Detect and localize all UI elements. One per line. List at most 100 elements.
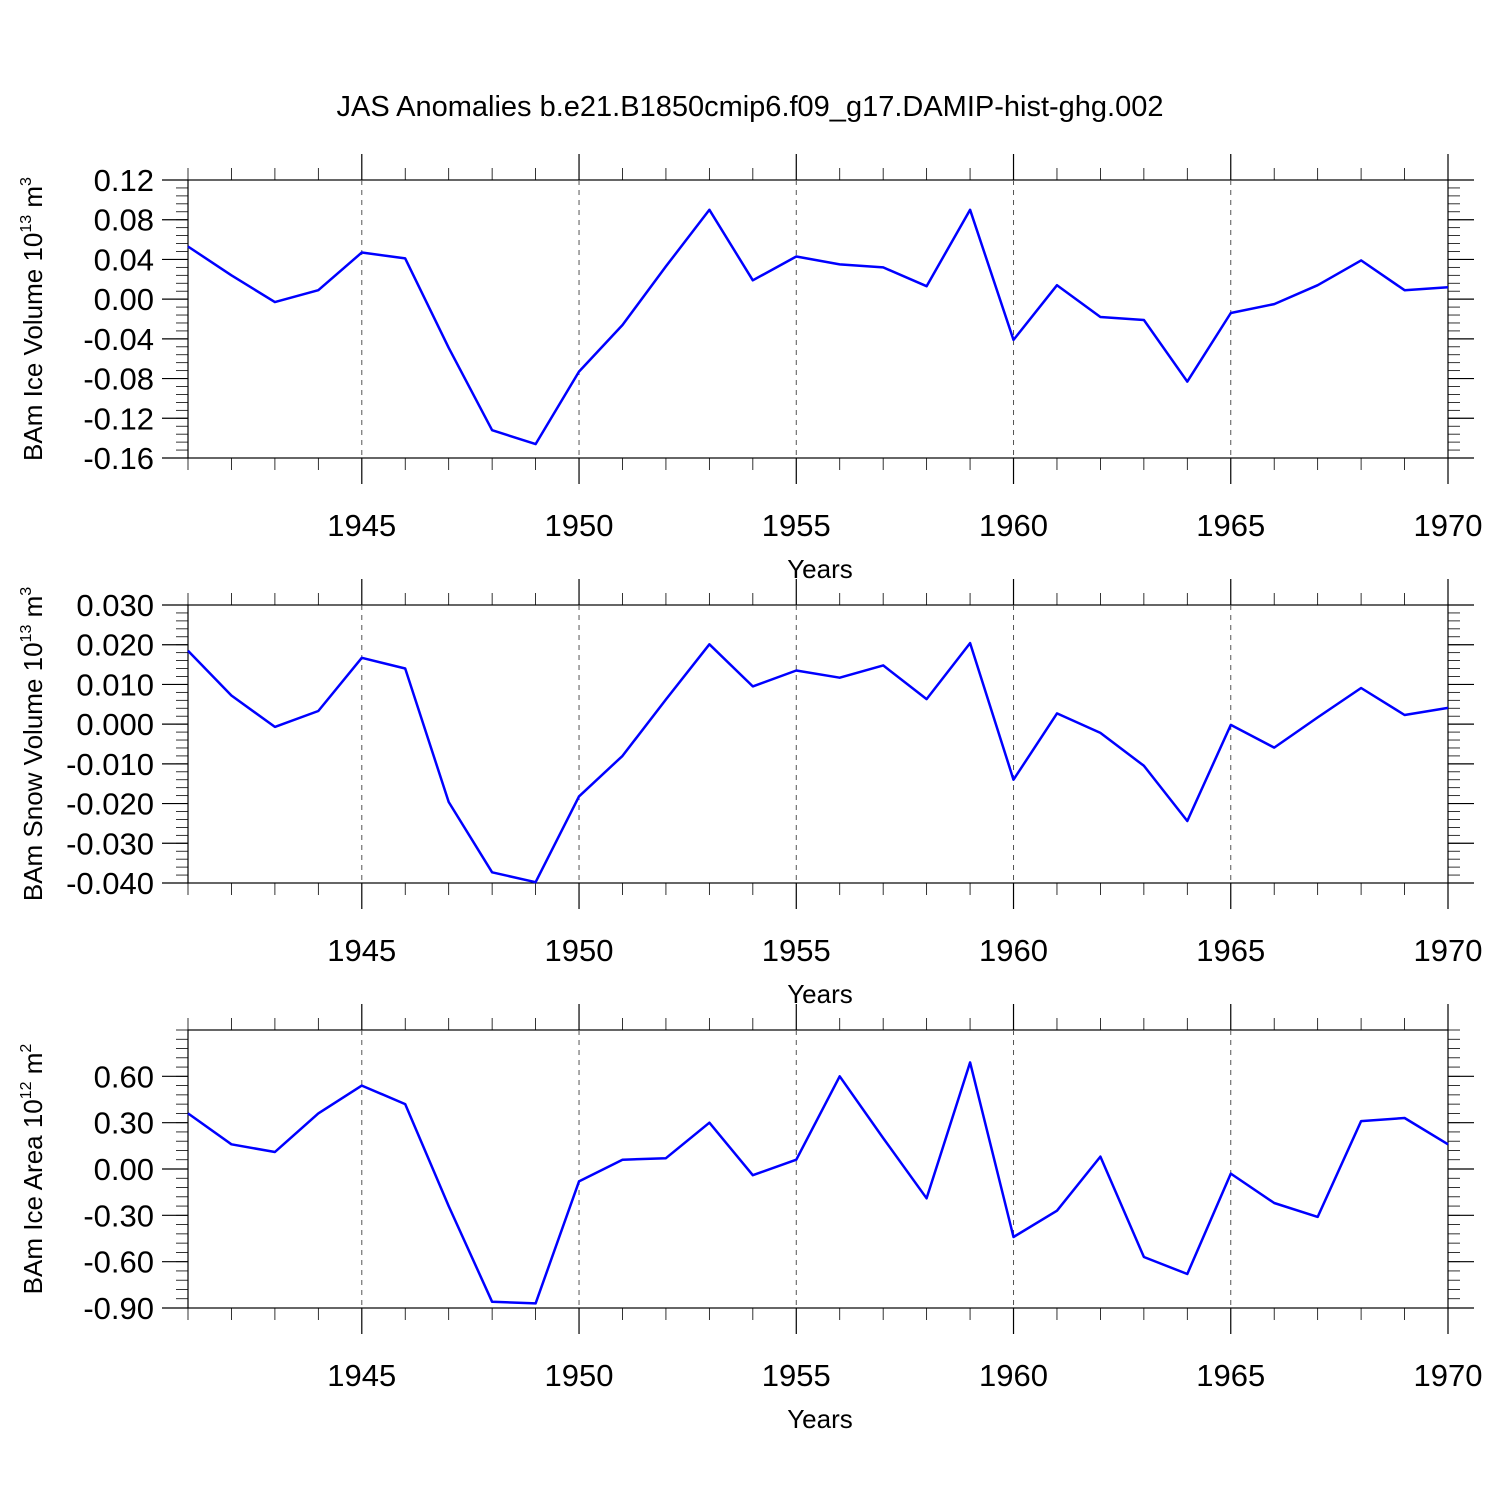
chart-title: JAS Anomalies b.e21.B1850cmip6.f09_g17.D… bbox=[337, 91, 1164, 123]
data-point-1946 bbox=[403, 1102, 407, 1106]
data-point-1952 bbox=[664, 264, 668, 268]
data-point-1954 bbox=[751, 684, 755, 688]
x-tick-label: 1970 bbox=[1414, 1358, 1483, 1393]
y-tick-label: 0.000 bbox=[76, 707, 154, 742]
y-tick-label: 0.08 bbox=[94, 203, 154, 238]
data-point-1954 bbox=[751, 278, 755, 282]
data-point-1968 bbox=[1359, 1119, 1363, 1123]
data-point-1958 bbox=[925, 1196, 929, 1200]
data-point-1942 bbox=[229, 273, 233, 277]
data-point-1951 bbox=[620, 1158, 624, 1162]
data-point-1946 bbox=[403, 667, 407, 671]
data-point-1942 bbox=[229, 694, 233, 698]
data-point-1950 bbox=[577, 370, 581, 374]
data-point-1945 bbox=[360, 1084, 364, 1088]
data-point-1966 bbox=[1272, 302, 1276, 306]
data-point-1944 bbox=[316, 1111, 320, 1115]
data-point-1948 bbox=[490, 428, 494, 432]
data-point-1964 bbox=[1185, 1272, 1189, 1276]
data-point-1949 bbox=[534, 880, 538, 884]
data-point-1943 bbox=[273, 1150, 277, 1154]
series-line bbox=[187, 1061, 1449, 1305]
y-tick-label: -0.040 bbox=[66, 866, 154, 901]
panel-3: -0.90 -0.60 -0.30 0.00 0.30 0.60 1945 1950 1955 1… bbox=[18, 1004, 1482, 1434]
data-point-1969 bbox=[1403, 288, 1407, 292]
data-point-1960 bbox=[1012, 338, 1016, 342]
data-point-1949 bbox=[534, 1301, 538, 1305]
y-tick-label: -0.60 bbox=[83, 1245, 154, 1280]
data-point-1942 bbox=[229, 1142, 233, 1146]
data-point-1951 bbox=[620, 323, 624, 327]
x-tick-label: 1965 bbox=[1196, 933, 1265, 968]
data-point-1955 bbox=[794, 1158, 798, 1162]
data-point-1944 bbox=[316, 709, 320, 713]
data-point-1957 bbox=[881, 265, 885, 269]
y-tick-label: -0.020 bbox=[66, 787, 154, 822]
data-point-1958 bbox=[925, 284, 929, 288]
data-point-1962 bbox=[1098, 731, 1102, 735]
y-tick-label: -0.16 bbox=[83, 441, 154, 476]
x-tick-label: 1950 bbox=[545, 933, 614, 968]
x-tick-label: 1970 bbox=[1414, 933, 1483, 968]
data-point-1949 bbox=[534, 442, 538, 446]
x-tick-label: 1955 bbox=[762, 1358, 831, 1393]
y-axis-label: BAm Snow Volume 1013 m3 bbox=[18, 587, 48, 901]
x-tick-label: 1945 bbox=[327, 508, 396, 543]
series-line bbox=[187, 641, 1449, 884]
data-point-1967 bbox=[1316, 1215, 1320, 1219]
y-tick-label: -0.30 bbox=[83, 1198, 154, 1233]
y-tick-label: 0.30 bbox=[94, 1106, 154, 1141]
data-point-1953 bbox=[707, 642, 711, 646]
y-tick-label: 0.00 bbox=[94, 282, 154, 317]
y-axis-label: BAm Ice Area 1012 m2 bbox=[18, 1044, 48, 1295]
data-point-1959 bbox=[968, 208, 972, 212]
panel-1: -0.16 -0.12 -0.08 -0.04 0.00 0.04 0.08 0.12 1945… bbox=[18, 154, 1482, 584]
data-point-1964 bbox=[1185, 380, 1189, 384]
data-point-1954 bbox=[751, 1173, 755, 1177]
x-tick-label: 1950 bbox=[545, 1358, 614, 1393]
y-tick-label: -0.08 bbox=[83, 362, 154, 397]
x-tick-label: 1950 bbox=[545, 508, 614, 543]
data-point-1970 bbox=[1446, 706, 1450, 710]
x-axis-label: Years bbox=[787, 979, 853, 1009]
y-axis-label: BAm Ice Volume 1013 m3 bbox=[18, 177, 48, 461]
data-point-1952 bbox=[664, 698, 668, 702]
data-point-1965 bbox=[1229, 723, 1233, 727]
data-point-1965 bbox=[1229, 1172, 1233, 1176]
data-point-1968 bbox=[1359, 686, 1363, 690]
data-point-1944 bbox=[316, 288, 320, 292]
y-tick-label: -0.010 bbox=[66, 747, 154, 782]
data-point-1967 bbox=[1316, 283, 1320, 287]
x-tick-label: 1945 bbox=[327, 933, 396, 968]
data-point-1956 bbox=[838, 1074, 842, 1078]
data-point-1943 bbox=[273, 725, 277, 729]
data-point-1945 bbox=[360, 656, 364, 660]
data-point-1948 bbox=[490, 1300, 494, 1304]
data-point-1946 bbox=[403, 256, 407, 260]
data-point-1943 bbox=[273, 300, 277, 304]
y-tick-label: 0.010 bbox=[76, 667, 154, 702]
x-tick-label: 1945 bbox=[327, 1358, 396, 1393]
data-point-1962 bbox=[1098, 1155, 1102, 1159]
data-point-1968 bbox=[1359, 258, 1363, 262]
data-point-1950 bbox=[577, 794, 581, 798]
data-point-1952 bbox=[664, 1156, 668, 1160]
data-point-1953 bbox=[707, 1121, 711, 1125]
data-point-1961 bbox=[1055, 711, 1059, 715]
data-point-1969 bbox=[1403, 1116, 1407, 1120]
data-point-1963 bbox=[1142, 764, 1146, 768]
data-point-1957 bbox=[881, 663, 885, 667]
x-tick-label: 1955 bbox=[762, 508, 831, 543]
data-point-1959 bbox=[968, 1060, 972, 1064]
series-line bbox=[187, 208, 1449, 446]
data-point-1941 bbox=[186, 245, 190, 249]
y-tick-label: 0.12 bbox=[94, 163, 154, 198]
data-point-1948 bbox=[490, 870, 494, 874]
data-point-1945 bbox=[360, 250, 364, 254]
y-tick-label: -0.04 bbox=[83, 322, 154, 357]
data-point-1963 bbox=[1142, 1255, 1146, 1259]
data-point-1951 bbox=[620, 754, 624, 758]
y-tick-label: -0.12 bbox=[83, 401, 154, 436]
data-point-1966 bbox=[1272, 746, 1276, 750]
